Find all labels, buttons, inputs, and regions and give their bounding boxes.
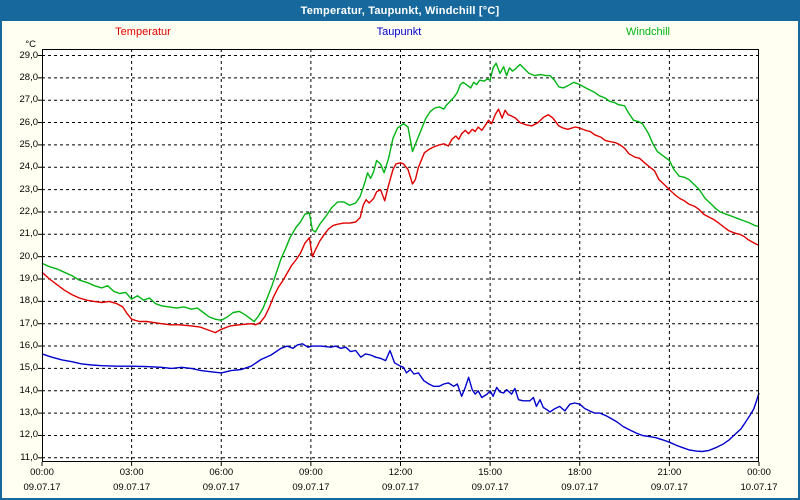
x-axis-date-label: 09.07.17 (650, 482, 688, 493)
y-axis-label: 27,0 (19, 94, 39, 106)
y-axis-label: 24,0 (19, 161, 39, 173)
x-axis-date-label: 09.07.17 (23, 482, 61, 493)
title-bar: Temperatur, Taupunkt, Windchill [°C] (2, 2, 798, 21)
y-axis-label: 18,0 (19, 295, 39, 307)
x-axis-date-label: 09.07.17 (202, 482, 240, 493)
x-axis-date-label: 10.07.17 (740, 482, 778, 493)
x-axis-time-label: 09:00 (298, 467, 323, 478)
x-axis-date-label: 09.07.17 (292, 482, 330, 493)
x-axis-date-label: 09.07.17 (113, 482, 151, 493)
y-axis-label: 29,0 (19, 49, 39, 61)
legend-temperatur: Temperatur (115, 26, 171, 38)
plot-area (38, 49, 760, 466)
x-axis-time-label: 00:00 (747, 467, 771, 478)
series-line-temperatur (41, 108, 760, 334)
x-axis-time-label: 18:00 (567, 467, 592, 478)
legend-windchill: Windchill (625, 26, 671, 38)
series-line-taupunkt (41, 343, 760, 453)
y-axis-label: 23,0 (19, 183, 39, 195)
x-axis-time-label: 15:00 (478, 467, 503, 478)
y-axis-label: 21,0 (19, 228, 39, 240)
x-axis-time-label: 06:00 (209, 467, 234, 478)
y-axis-label: 11,0 (20, 451, 38, 463)
x-axis-date-label: 09.07.17 (471, 482, 509, 493)
chart-title: Temperatur, Taupunkt, Windchill [°C] (300, 5, 500, 17)
y-axis-label: 26,0 (19, 116, 39, 128)
y-axis-label: 28,0 (19, 71, 39, 83)
chart-canvas (38, 49, 760, 466)
x-axis-time-label: 12:00 (388, 467, 413, 478)
y-axis-label: 13,0 (19, 407, 39, 419)
y-axis-label: 15,0 (19, 362, 39, 374)
series-line-windchill (41, 62, 760, 323)
y-axis-label: 22,0 (19, 205, 39, 217)
y-axis-label: 19,0 (19, 273, 39, 284)
legend-taupunkt: Taupunkt (376, 26, 422, 38)
y-axis-label: 12,0 (19, 429, 39, 441)
y-axis-label: 17,0 (19, 317, 39, 329)
y-axis-unit-label: °C (25, 39, 36, 50)
y-axis-label: 20,0 (19, 250, 39, 262)
x-axis-time-label: 21:00 (657, 467, 682, 478)
plot-frame (42, 49, 759, 462)
x-axis-date-label: 09.07.17 (382, 482, 419, 493)
x-axis-time-label: 00:00 (30, 467, 54, 478)
x-axis-date-label: 09.07.17 (561, 482, 599, 493)
y-axis-label: 25,0 (19, 138, 39, 150)
y-axis-label: 16,0 (19, 340, 39, 352)
y-axis-label: 14,0 (19, 384, 39, 396)
x-axis-time-label: 03:00 (119, 467, 144, 478)
